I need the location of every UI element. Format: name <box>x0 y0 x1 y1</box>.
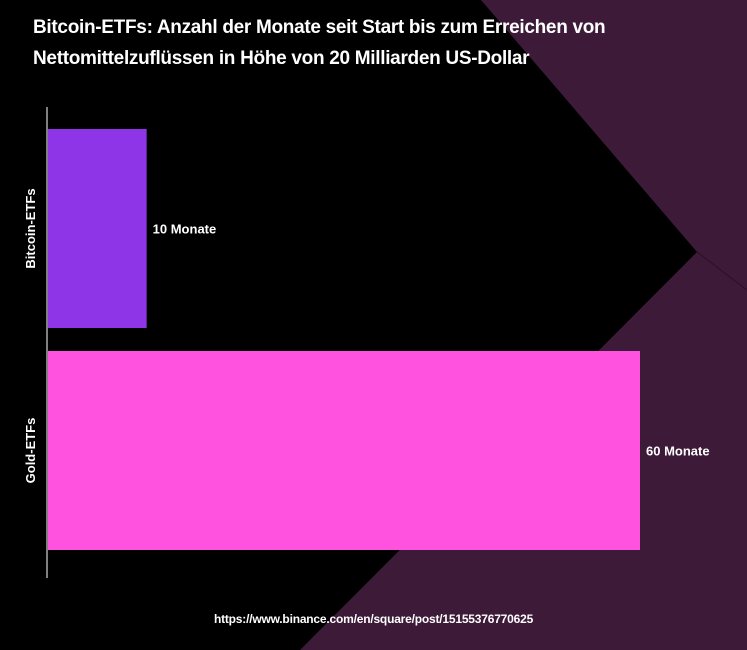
bars-group: 10 Monate Bitcoin-ETFs 60 Monate Gold-ETFs <box>23 129 710 550</box>
category-tick-label: Bitcoin-ETFs <box>23 188 38 268</box>
title-line-1: Bitcoin-ETFs: Anzahl der Monate seit Sta… <box>33 17 606 38</box>
title-line-2: Nettomittelzuflüssen in Höhe von 20 Mill… <box>33 48 530 69</box>
data-label: 60 Monate <box>646 444 710 459</box>
category-tick-label: Gold-ETFs <box>23 418 38 484</box>
chart-title: Bitcoin-ETFs: Anzahl der Monate seit Sta… <box>33 12 733 74</box>
source-url: https://www.binance.com/en/square/post/1… <box>213 612 534 626</box>
bar-bitcoin-etfs <box>48 129 147 328</box>
bar-gold-etfs <box>48 351 640 550</box>
data-label: 10 Monate <box>153 222 217 237</box>
